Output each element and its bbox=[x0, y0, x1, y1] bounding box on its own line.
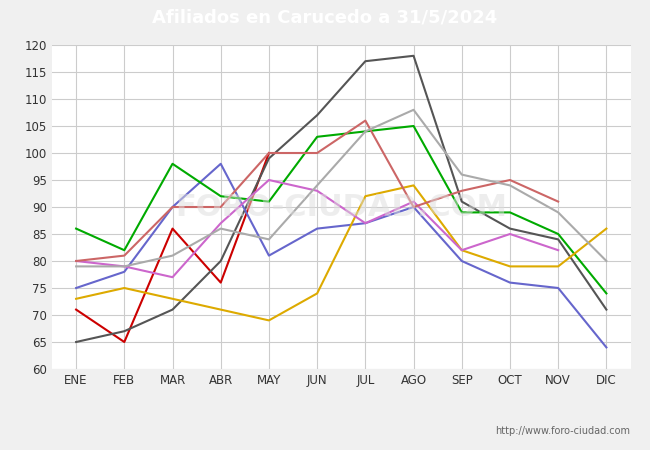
Text: Afiliados en Carucedo a 31/5/2024: Afiliados en Carucedo a 31/5/2024 bbox=[152, 9, 498, 27]
Text: FORO-CIUDAD.COM: FORO-CIUDAD.COM bbox=[176, 193, 507, 221]
Text: http://www.foro-ciudad.com: http://www.foro-ciudad.com bbox=[495, 427, 630, 436]
